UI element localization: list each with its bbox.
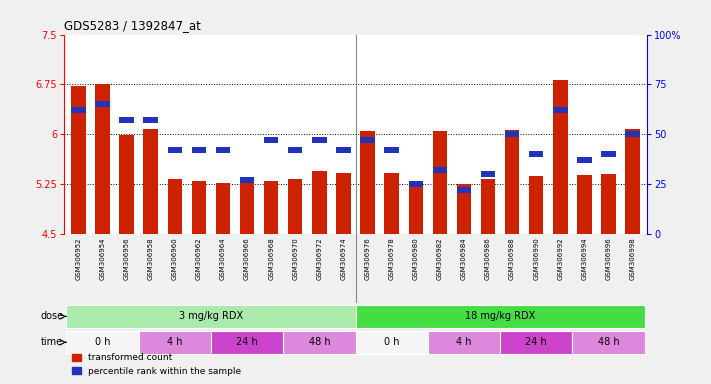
FancyBboxPatch shape <box>66 305 356 328</box>
FancyBboxPatch shape <box>428 331 500 354</box>
Text: GSM306988: GSM306988 <box>509 237 515 280</box>
Bar <box>119 117 134 123</box>
Text: GSM306952: GSM306952 <box>75 237 82 280</box>
FancyBboxPatch shape <box>139 331 211 354</box>
Bar <box>577 175 592 234</box>
Bar <box>553 107 567 113</box>
Text: GSM306998: GSM306998 <box>629 237 636 280</box>
Bar <box>602 174 616 234</box>
Bar <box>481 171 496 177</box>
Text: dose: dose <box>40 311 63 321</box>
Text: 18 mg/kg RDX: 18 mg/kg RDX <box>465 311 535 321</box>
Text: GSM306968: GSM306968 <box>268 237 274 280</box>
FancyBboxPatch shape <box>356 331 428 354</box>
Bar <box>288 147 302 153</box>
Text: GSM306994: GSM306994 <box>582 237 587 280</box>
Bar <box>119 136 134 234</box>
FancyBboxPatch shape <box>500 331 572 354</box>
Text: 0 h: 0 h <box>95 337 110 347</box>
Text: 48 h: 48 h <box>598 337 619 347</box>
Bar <box>505 130 519 234</box>
Bar <box>71 86 85 234</box>
Bar <box>168 147 182 153</box>
Bar <box>432 167 447 173</box>
Text: 24 h: 24 h <box>236 337 258 347</box>
Text: GSM306974: GSM306974 <box>341 237 346 280</box>
Legend: transformed count, percentile rank within the sample: transformed count, percentile rank withi… <box>68 350 245 379</box>
Text: GSM306996: GSM306996 <box>606 237 611 280</box>
Text: GSM306964: GSM306964 <box>220 237 226 280</box>
Text: GSM306976: GSM306976 <box>365 237 370 280</box>
Text: 3 mg/kg RDX: 3 mg/kg RDX <box>179 311 243 321</box>
Bar <box>432 131 447 234</box>
Text: GSM306960: GSM306960 <box>172 237 178 280</box>
Bar <box>456 184 471 234</box>
Bar <box>71 107 85 113</box>
Bar <box>215 147 230 153</box>
Bar <box>481 179 496 234</box>
Text: GSM306992: GSM306992 <box>557 237 563 280</box>
Text: GSM306990: GSM306990 <box>533 237 539 280</box>
Bar <box>626 131 640 137</box>
Bar <box>240 183 255 234</box>
Bar <box>144 129 158 234</box>
Bar <box>577 157 592 163</box>
Bar <box>529 151 543 157</box>
FancyBboxPatch shape <box>283 331 356 354</box>
Bar <box>529 176 543 234</box>
Text: 24 h: 24 h <box>525 337 547 347</box>
Bar <box>192 180 206 234</box>
Text: GSM306956: GSM306956 <box>124 237 129 280</box>
Bar <box>385 173 399 234</box>
Bar <box>264 137 279 143</box>
Text: GSM306954: GSM306954 <box>100 237 105 280</box>
FancyBboxPatch shape <box>211 331 283 354</box>
Bar <box>95 84 109 234</box>
Text: 0 h: 0 h <box>384 337 400 347</box>
Text: time: time <box>41 337 63 347</box>
Bar <box>360 137 375 143</box>
Text: 4 h: 4 h <box>167 337 183 347</box>
Text: GSM306958: GSM306958 <box>148 237 154 280</box>
Text: GSM306984: GSM306984 <box>461 237 467 280</box>
Bar <box>336 173 351 234</box>
Bar <box>264 180 279 234</box>
Bar <box>95 101 109 107</box>
Bar <box>360 131 375 234</box>
Text: GSM306980: GSM306980 <box>412 237 419 280</box>
Bar <box>553 80 567 234</box>
Bar <box>336 147 351 153</box>
Bar <box>312 137 326 143</box>
FancyBboxPatch shape <box>356 305 645 328</box>
Bar <box>192 147 206 153</box>
Text: GSM306970: GSM306970 <box>292 237 299 280</box>
Bar <box>505 131 519 137</box>
Text: 48 h: 48 h <box>309 337 330 347</box>
Text: GSM306978: GSM306978 <box>389 237 395 280</box>
Bar <box>215 183 230 234</box>
Text: GSM306972: GSM306972 <box>316 237 322 280</box>
Text: GSM306962: GSM306962 <box>196 237 202 280</box>
Bar <box>312 171 326 234</box>
Bar <box>385 147 399 153</box>
Bar <box>626 129 640 234</box>
Bar <box>240 177 255 183</box>
Bar <box>409 182 423 234</box>
FancyBboxPatch shape <box>572 331 645 354</box>
Text: GDS5283 / 1392847_at: GDS5283 / 1392847_at <box>64 19 201 32</box>
Text: 4 h: 4 h <box>456 337 471 347</box>
Bar <box>144 117 158 123</box>
Bar <box>602 151 616 157</box>
Text: GSM306966: GSM306966 <box>244 237 250 280</box>
Bar <box>168 179 182 234</box>
Text: GSM306986: GSM306986 <box>485 237 491 280</box>
Bar <box>409 181 423 187</box>
Bar <box>288 179 302 234</box>
Text: GSM306982: GSM306982 <box>437 237 443 280</box>
Bar <box>456 187 471 193</box>
FancyBboxPatch shape <box>66 331 139 354</box>
